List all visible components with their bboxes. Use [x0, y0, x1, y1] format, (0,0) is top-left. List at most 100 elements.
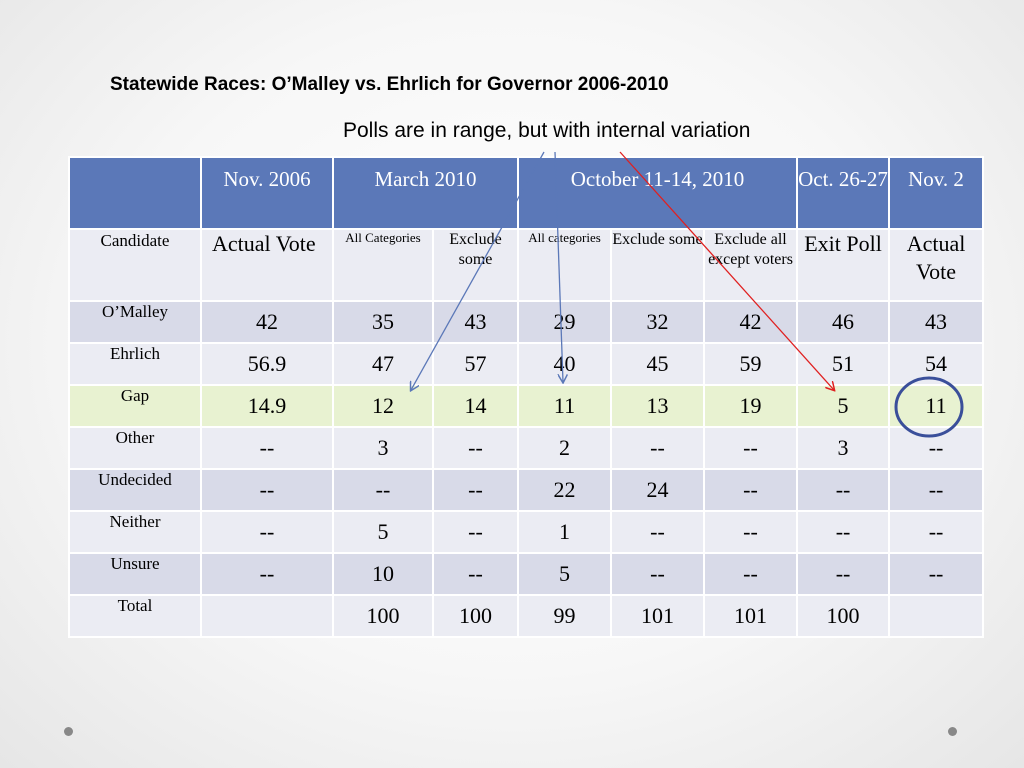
row-label: Gap — [68, 384, 202, 428]
table-cell: -- — [432, 510, 519, 554]
table-row-total: Total 100 100 99 101 101 100 — [68, 594, 985, 638]
table-cell: 56.9 — [200, 342, 334, 386]
table-cell: 99 — [517, 594, 612, 638]
table-cell: 11 — [888, 384, 985, 428]
table-cell: -- — [610, 552, 705, 596]
table-cell: -- — [796, 552, 891, 596]
table-row-other: Other -- 3 -- 2 -- -- 3 -- — [68, 426, 985, 470]
table-cell: 22 — [517, 468, 612, 512]
table-cell: -- — [702, 510, 799, 554]
table-cell: -- — [888, 510, 985, 554]
table-cell: 24 — [610, 468, 705, 512]
header-row: Nov. 2006 March 2010 October 11-14, 2010… — [68, 156, 985, 230]
table-cell: 1 — [517, 510, 612, 554]
header-march-2010: March 2010 — [332, 156, 519, 230]
table-cell: 42 — [200, 300, 334, 344]
table-cell: 5 — [796, 384, 891, 428]
table-cell: 47 — [332, 342, 434, 386]
table-cell: 19 — [702, 384, 799, 428]
slide-title: Statewide Races: O’Malley vs. Ehrlich fo… — [110, 74, 669, 95]
slide-subtitle: Polls are in range, but with internal va… — [343, 119, 751, 142]
table-row-undecided: Undecided -- -- -- 22 24 -- -- -- — [68, 468, 985, 512]
header-oct-26-27: Oct. 26-27 — [796, 156, 891, 230]
table-cell: -- — [796, 468, 891, 512]
table-cell: 42 — [702, 300, 799, 344]
row-label: Other — [68, 426, 202, 470]
table-cell: 14 — [432, 384, 519, 428]
table-cell: 14.9 — [200, 384, 334, 428]
subheader-actual-vote-2006: Actual Vote — [200, 228, 334, 302]
table-cell: -- — [702, 426, 799, 470]
slide-dot-right — [948, 727, 957, 736]
table-cell: 51 — [796, 342, 891, 386]
table-cell: 13 — [610, 384, 705, 428]
subheader-row: Candidate Actual Vote All Categories Exc… — [68, 228, 985, 302]
table-cell: -- — [702, 552, 799, 596]
table-cell: 11 — [517, 384, 612, 428]
table-cell — [200, 594, 334, 638]
table-cell: -- — [432, 552, 519, 596]
table-cell: 3 — [796, 426, 891, 470]
table-cell: 57 — [432, 342, 519, 386]
table-cell: 35 — [332, 300, 434, 344]
table-cell: 43 — [888, 300, 985, 344]
table-cell: -- — [200, 510, 334, 554]
header-nov-2: Nov. 2 — [888, 156, 985, 230]
table-cell: -- — [332, 468, 434, 512]
table-cell: 5 — [517, 552, 612, 596]
table-cell: 43 — [432, 300, 519, 344]
row-label: Ehrlich — [68, 342, 202, 386]
table-cell: -- — [610, 510, 705, 554]
table-cell: -- — [200, 552, 334, 596]
table-cell: 5 — [332, 510, 434, 554]
subheader-all-categories-march: All Categories — [332, 228, 434, 302]
table-cell: 10 — [332, 552, 434, 596]
table-cell: 100 — [432, 594, 519, 638]
table-cell: 29 — [517, 300, 612, 344]
table-cell: 46 — [796, 300, 891, 344]
subheader-exclude-some-oct: Exclude some — [610, 228, 705, 302]
header-nov-2-label: Nov. 2 — [908, 167, 964, 191]
table-cell: 101 — [702, 594, 799, 638]
table-row-o-malley: O’Malley 42 35 43 29 32 42 46 43 — [68, 300, 985, 344]
table-row-gap: Gap 14.9 12 14 11 13 19 5 11 — [68, 384, 985, 428]
table-cell: -- — [888, 552, 985, 596]
table-cell: 100 — [332, 594, 434, 638]
row-label: O’Malley — [68, 300, 202, 344]
table-row-unsure: Unsure -- 10 -- 5 -- -- -- -- — [68, 552, 985, 596]
table-cell: -- — [702, 468, 799, 512]
table-cell: 3 — [332, 426, 434, 470]
subheader-candidate: Candidate — [68, 228, 202, 302]
table-cell: 101 — [610, 594, 705, 638]
table-cell: -- — [432, 468, 519, 512]
table-cell: -- — [796, 510, 891, 554]
table-cell: 59 — [702, 342, 799, 386]
header-empty — [68, 156, 202, 230]
table-row-ehrlich: Ehrlich 56.9 47 57 40 45 59 51 54 — [68, 342, 985, 386]
table-cell: -- — [200, 468, 334, 512]
table-cell: 100 — [796, 594, 891, 638]
subheader-all-categories-oct: All categories — [517, 228, 612, 302]
row-label: Undecided — [68, 468, 202, 512]
table-cell: -- — [888, 468, 985, 512]
poll-table: Nov. 2006 March 2010 October 11-14, 2010… — [68, 156, 985, 638]
subheader-exclude-all-except-voters: Exclude all except voters — [702, 228, 799, 302]
table-cell: 54 — [888, 342, 985, 386]
table-cell: 32 — [610, 300, 705, 344]
table-cell: 40 — [517, 342, 612, 386]
table-cell — [888, 594, 985, 638]
header-october-2010: October 11-14, 2010 — [516, 156, 799, 230]
subheader-exit-poll: Exit Poll — [796, 228, 891, 302]
row-label: Total — [68, 594, 202, 638]
header-oct-26-27-label: Oct. 26-27 — [798, 167, 888, 191]
header-nov-2006: Nov. 2006 — [200, 156, 334, 230]
table-row-neither: Neither -- 5 -- 1 -- -- -- -- — [68, 510, 985, 554]
table-cell: 12 — [332, 384, 434, 428]
table-cell: 45 — [610, 342, 705, 386]
row-label: Unsure — [68, 552, 202, 596]
slide-dot-left — [64, 727, 73, 736]
row-label: Neither — [68, 510, 202, 554]
table-cell: -- — [200, 426, 334, 470]
table-cell: -- — [432, 426, 519, 470]
table-cell: -- — [888, 426, 985, 470]
